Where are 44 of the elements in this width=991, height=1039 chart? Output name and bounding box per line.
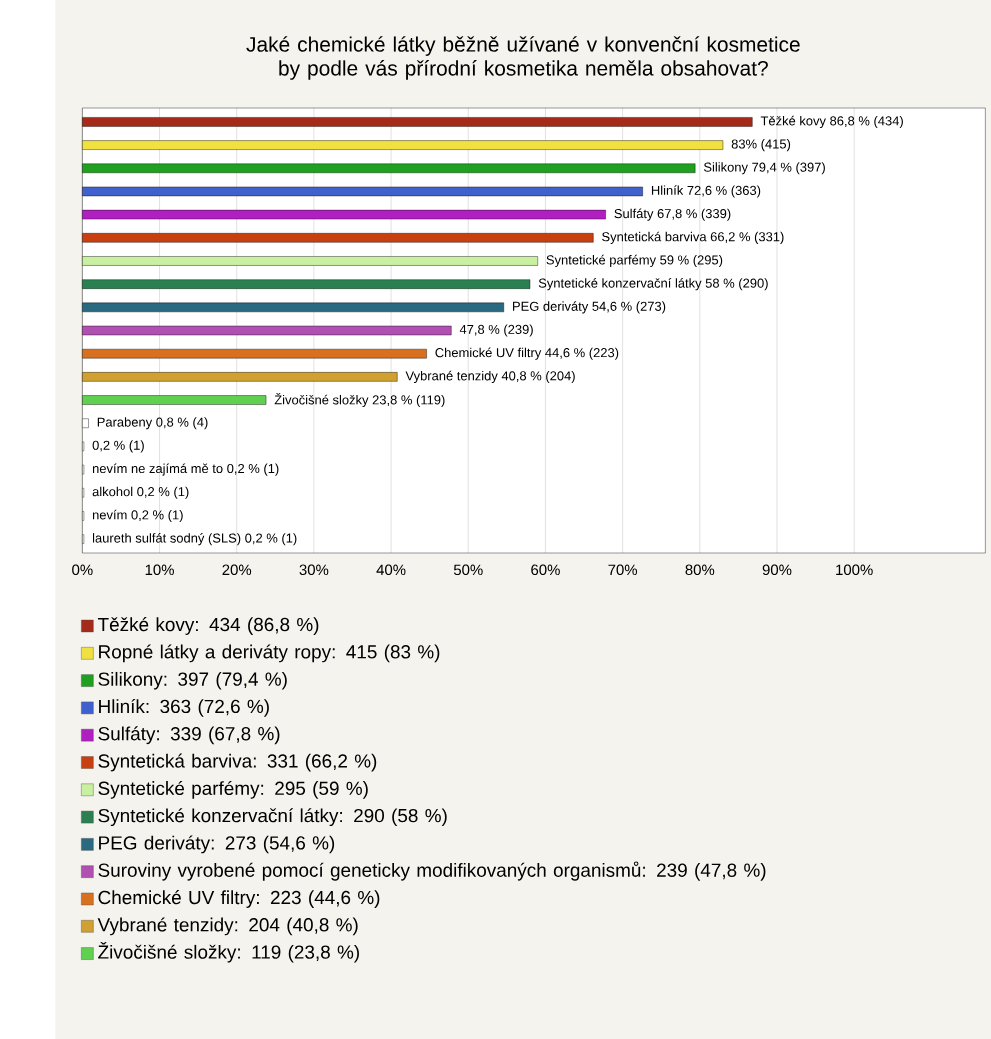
data-label: Sulfáty 67,8 % (339) [614, 208, 731, 221]
text: Suroviny vyrobené pomocí geneticky modifikovaných organismů: 239 (47,8 %) [98, 861, 766, 881]
data-label: Živočišné složky 23,8 % (119) [274, 393, 445, 408]
data-label: Chemické UV filtry 44,6 % (223) [435, 347, 619, 360]
x-tick-label: 0% [71, 564, 93, 576]
x-tick-label: 30% [299, 564, 329, 576]
chart-title: Jaké chemické látky běžně užívané v konvenční kosmetice by podle vás přírodní kosmetika neměla obsahovat? [246, 36, 800, 80]
text: Hliník: 363 (72,6 %) [98, 698, 269, 717]
data-label: Syntetická barviva 66,2 % (331) [601, 231, 784, 244]
x-tick-label: 90% [762, 564, 792, 576]
data-label: PEG deriváty 54,6 % (273) [512, 301, 666, 314]
text: Sulfáty: 339 (67,8 %) [98, 726, 280, 745]
x-tick-label: 80% [685, 564, 715, 576]
x-tick-label: 20% [222, 564, 251, 576]
x-tick-label: 50% [453, 564, 483, 576]
x-tick-label: 100% [836, 564, 873, 576]
x-tick-label: 60% [531, 564, 560, 576]
data-label: 0,2 % (1) [92, 440, 144, 453]
data-label: 47,8 % (239) [459, 324, 533, 337]
text: PEG deriváty: 273 (54,6 %) [98, 835, 334, 854]
data-label: alkohol 0,2 % (1) [92, 486, 189, 499]
x-tick-label: 70% [608, 564, 637, 576]
data-label: nevím 0,2 % (1) [92, 509, 183, 523]
text: Ropné látky a deriváty ropy: 415 (83 %) [98, 644, 440, 663]
data-label: Syntetické parfémy 59 % (295) [546, 254, 723, 268]
data-label: Těžké kovy 86,8 % (434) [760, 115, 903, 129]
data-label: Silikony 79,4 % (397) [703, 162, 825, 175]
text: Těžké kovy: 434 (86,8 %) [97, 617, 319, 635]
x-tick-label: 40% [376, 564, 406, 576]
text: Syntetické parfémy: 295 (59 %) [98, 780, 368, 799]
text: Syntetická barviva: 331 (66,2 %) [98, 753, 377, 772]
text: Chemické UV filtry: 223 (44,6 %) [98, 890, 380, 908]
data-label: Vybrané tenzidy 40,8 % (204) [405, 370, 575, 383]
data-label: 83% (415) [731, 139, 790, 152]
data-label: Syntetické konzervační látky 58 % (290) [538, 278, 768, 291]
text: Syntetické konzervační látky: 290 (58 %) [98, 808, 447, 827]
data-label: Hliník 72,6 % (363) [651, 185, 761, 198]
data-label: nevím ne zajímá mě to 0,2 % (1) [92, 463, 279, 476]
data-label: Parabeny 0,8 % (4) [97, 417, 208, 430]
x-tick-label: 10% [145, 564, 174, 576]
data-label: laureth sulfát sodný (SLS) 0,2 % (1) [92, 533, 297, 546]
text: Živočišné složky: 119 (23,8 %) [97, 942, 359, 963]
text: Silikony: 397 (79,4 %) [98, 671, 287, 690]
text: Vybrané tenzidy: 204 (40,8 %) [97, 917, 358, 936]
